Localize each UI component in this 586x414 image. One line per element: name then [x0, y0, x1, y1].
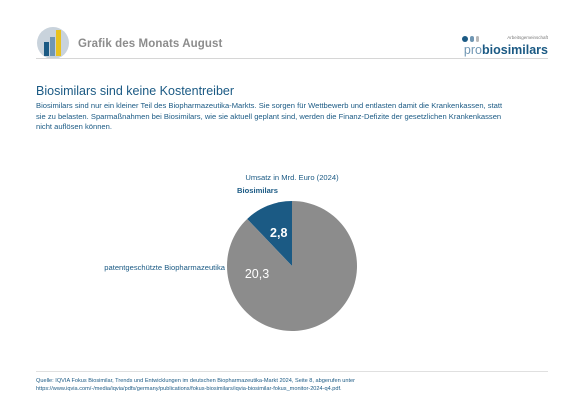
- brand-tagline: Arbeitsgemeinschaft: [507, 35, 548, 40]
- slice-category-label-0: Biosimilars: [237, 186, 278, 195]
- slice-value-label-0: 2,8: [270, 226, 287, 240]
- page-title: Biosimilars sind keine Kostentreiber: [36, 84, 235, 98]
- slice-category-label-1: patentgeschützte Biopharmazeutika: [104, 263, 226, 272]
- brand-name-pro: pro: [463, 43, 482, 57]
- source-line-2: https://www.iqvia.com/-/media/iqvia/pdfs…: [36, 386, 342, 392]
- intro-text: Biosimilars sind nur ein kleiner Teil de…: [36, 101, 503, 132]
- header-divider: [36, 58, 548, 59]
- source-divider: [36, 371, 548, 372]
- chart-logo-icon: [37, 27, 69, 59]
- brand-logo: probiosimilars: [464, 43, 548, 57]
- chart-title: Umsatz in Mrd. Euro (2024): [245, 173, 339, 182]
- source-note: Quelle: IQVIA Fokus Biosimilar, Trends u…: [36, 377, 536, 393]
- header-title: Grafik des Monats August: [78, 38, 223, 50]
- source-line-1: Quelle: IQVIA Fokus Biosimilar, Trends u…: [36, 378, 356, 384]
- slice-value-label-1: 20,3: [245, 267, 269, 281]
- pie-slice-0: [247, 201, 292, 266]
- pie-slice-1: [227, 201, 358, 331]
- brand-name-bio: biosimilars: [482, 43, 548, 57]
